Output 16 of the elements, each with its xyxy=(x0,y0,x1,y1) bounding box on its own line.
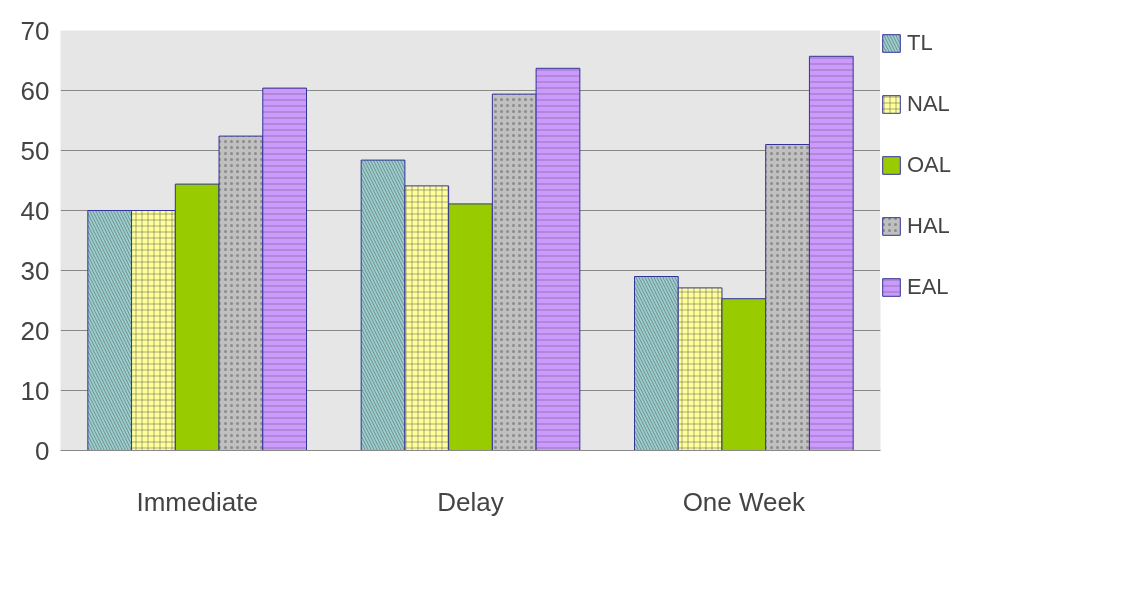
y-tick-label: 30 xyxy=(20,255,50,286)
legend-label: NAL xyxy=(907,91,951,117)
y-tick-label: 40 xyxy=(20,195,50,226)
legend-label: HAL xyxy=(907,213,951,239)
x-tick-label: Delay xyxy=(437,486,504,517)
y-tick-label: 50 xyxy=(20,135,50,166)
x-tick-label: Immediate xyxy=(136,486,258,517)
legend-label: EAL xyxy=(907,274,950,300)
y-tick-label: 70 xyxy=(20,15,50,46)
y-tick-label: 0 xyxy=(35,435,50,466)
x-tick-label: One Week xyxy=(682,486,807,517)
y-tick-label: 10 xyxy=(20,375,50,406)
legend-label: OAL xyxy=(907,152,953,178)
y-tick-label: 60 xyxy=(20,75,50,106)
legend-label: TL xyxy=(907,30,934,56)
y-tick-label: 20 xyxy=(20,315,50,346)
